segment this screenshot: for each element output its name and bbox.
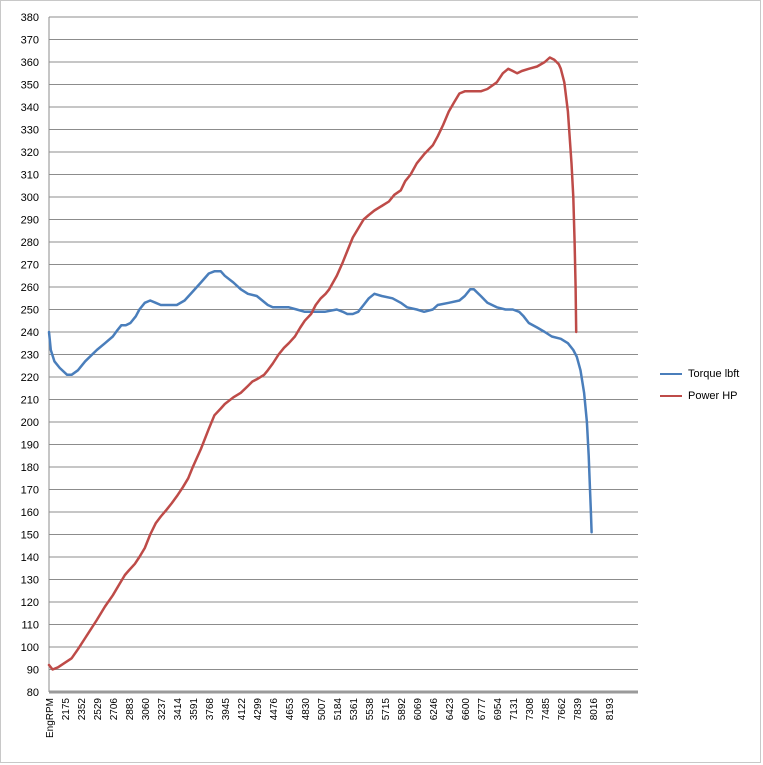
y-tick-label: 200 [21,417,39,429]
x-tick-label: 8193 [605,698,616,721]
x-tick-label: 5892 [397,698,408,721]
y-tick-label: 190 [21,440,39,452]
y-tick-label: 160 [21,507,39,519]
y-tick-label: 150 [21,530,39,542]
y-tick-label: 100 [21,642,39,654]
y-tick-label: 140 [21,552,39,564]
y-tick-label: 280 [21,237,39,249]
y-tick-label: 90 [27,665,39,677]
x-tick-label: 6600 [461,698,472,721]
x-tick-label: 5715 [381,698,392,721]
y-tick-label: 130 [21,575,39,587]
y-tick-label: 220 [21,372,39,384]
x-tick-label: 2352 [77,698,88,721]
x-tick-label: 3414 [173,698,184,721]
y-tick-label: 180 [21,462,39,474]
y-tick-label: 230 [21,350,39,362]
x-tick-label: 2529 [93,698,104,721]
y-tick-label: 110 [21,620,39,632]
series-line-1 [47,56,578,671]
y-tick-label: 340 [21,102,39,114]
x-tick-label: 2706 [109,698,120,721]
y-tick-label: 270 [21,260,39,272]
x-tick-label: 3768 [205,698,216,721]
x-tick-label: 4122 [237,698,248,721]
y-tick-label: 210 [21,395,39,407]
y-tick-label: 170 [21,485,39,497]
x-tick-label: 3237 [157,698,168,721]
x-tick-label: 4830 [301,698,312,721]
x-tick-label: 4653 [285,698,296,721]
x-tick-label: 5538 [365,698,376,721]
x-tick-label: EngRPM [45,698,56,738]
y-tick-label: 120 [21,597,39,609]
legend-swatch-torque [660,373,682,375]
y-tick-label: 250 [21,305,39,317]
series-lines [47,56,593,671]
y-tick-label: 380 [21,12,39,24]
x-tick-label: 2175 [61,698,72,721]
y-tick-label: 290 [21,215,39,227]
x-tick-label: 7839 [573,698,584,721]
series-line-0 [47,270,593,534]
x-tick-label: 5361 [349,698,360,721]
y-tick-label: 300 [21,192,39,204]
x-tick-label: 3060 [141,698,152,721]
legend-item-power: Power HP [660,385,739,407]
x-tick-label: 8016 [589,698,600,721]
legend-label-power: Power HP [688,390,738,402]
x-tick-label: 7131 [509,698,520,721]
x-tick-label: 6423 [445,698,456,721]
x-tick-label: 4476 [269,698,280,721]
y-tick-label: 80 [27,687,39,699]
y-tick-label: 350 [21,80,39,92]
x-tick-label: 3591 [189,698,200,721]
x-tick-label: 5184 [333,698,344,721]
legend: Torque lbft Power HP [660,363,739,407]
y-tick-label: 310 [21,170,39,182]
legend-label-torque: Torque lbft [688,368,740,380]
x-tick-label: 7485 [541,698,552,721]
x-tick-label: 6954 [493,698,504,721]
y-tick-label: 370 [21,35,39,47]
x-tick-label: 3945 [221,698,232,721]
gridlines [48,16,638,694]
x-tick-label: 6246 [429,698,440,721]
y-axis-ticks: 80 90 100 110 120 130 140 150 160 170 180 190 200 210… [21,12,39,699]
legend-item-torque: Torque lbft [660,363,739,385]
x-tick-label: 7308 [525,698,536,721]
y-tick-label: 330 [21,125,39,137]
x-tick-label: 2883 [125,698,136,721]
legend-swatch-power [660,395,682,397]
x-tick-label: 4299 [253,698,264,721]
x-tick-label: 6777 [477,698,488,721]
x-tick-label: 6069 [413,698,424,721]
y-tick-label: 240 [21,327,39,339]
y-tick-label: 320 [21,147,39,159]
x-tick-label: 7662 [557,698,568,721]
x-tick-label: 5007 [317,698,328,721]
y-tick-label: 260 [21,282,39,294]
y-tick-label: 360 [21,57,39,69]
x-axis-ticks: EngRPM 2175 2352 2529 2706 2883 3060 3237 3414 35… [45,698,616,738]
